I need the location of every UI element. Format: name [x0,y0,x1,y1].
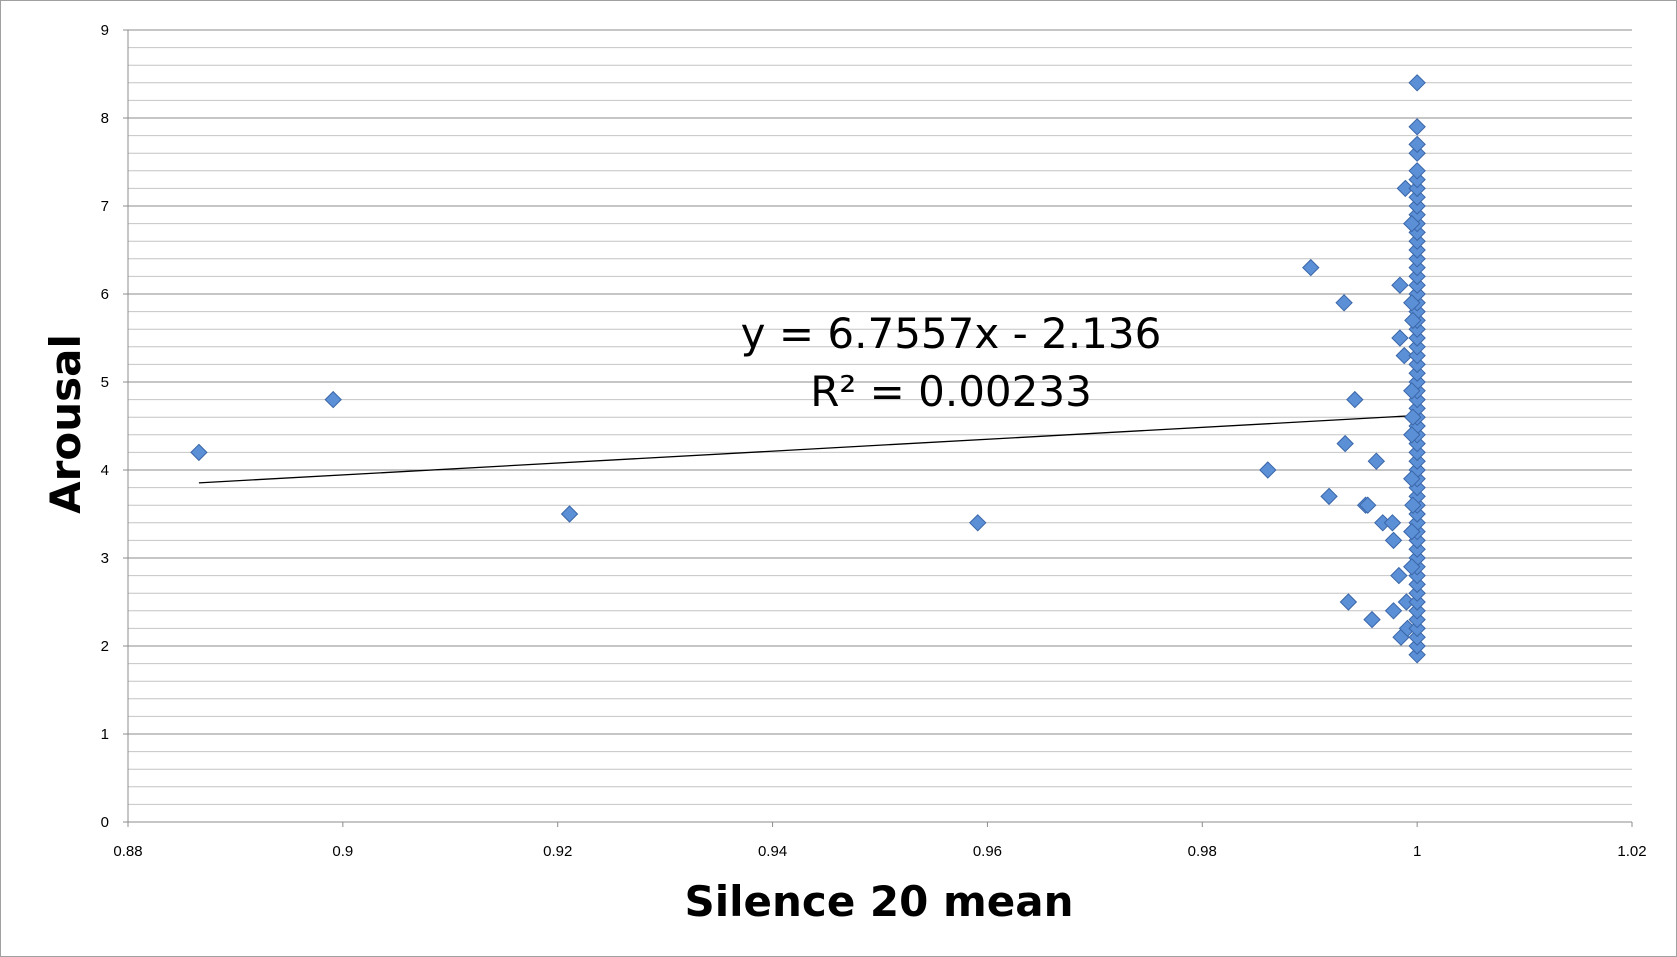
data-point [1390,566,1408,585]
axes [127,30,1632,823]
data-point [1384,602,1403,620]
data-point [1408,74,1426,92]
data-point [1335,294,1353,312]
data-point [1408,179,1426,198]
data-point [1403,426,1421,444]
data-point [1404,311,1422,330]
data-point [560,505,579,523]
data-point [1404,496,1422,514]
data-point [1408,346,1426,365]
data-point [1395,346,1413,365]
data-point [1391,276,1409,294]
y-axis-title: Arousal [41,334,90,514]
data-point [1408,575,1426,594]
x-tick-label: 0.96 [973,843,1002,860]
y-tick-label: 0 [101,814,109,831]
data-point [1403,470,1421,488]
trendline-r-squared: R² = 0.00233 [810,367,1092,416]
y-tick-label: 2 [101,638,109,655]
x-tick-label: 1.02 [1617,843,1646,860]
y-tick-label: 5 [101,374,109,391]
data-point [190,443,208,462]
data-point [1408,628,1426,646]
trendline [198,414,1418,484]
data-point [1408,258,1426,277]
data-point [1408,584,1426,602]
data-point [1359,496,1377,514]
x-tick-label: 0.88 [113,843,142,860]
data-point [1383,514,1402,532]
data-point [1408,443,1426,462]
data-point [1408,197,1426,215]
data-point [1403,522,1421,541]
y-tick-label: 8 [101,110,109,127]
data-point [1408,188,1426,206]
data-point [1339,593,1358,611]
data-point [1408,144,1426,162]
y-tick-label: 7 [101,198,109,215]
data-point [1336,434,1354,453]
x-tick-label: 0.92 [543,843,572,860]
data-point [1408,135,1426,154]
data-point [1367,452,1386,470]
y-tick-label: 6 [101,286,109,303]
y-tick-labels: 0 1 2 3 4 5 6 7 8 9 [101,22,128,831]
data-point [324,390,342,409]
x-tick-label: 0.9 [332,843,353,860]
data-point [1320,487,1338,506]
data-point [1408,162,1426,180]
trendline-group [198,414,1418,484]
data-point [1408,241,1426,259]
data-point [1403,294,1421,312]
data-point [1408,276,1426,294]
data-point [1408,170,1426,189]
data-point [1391,329,1409,347]
y-tick-label: 4 [101,462,109,479]
y-tick-label: 9 [101,22,109,39]
data-point [1259,461,1277,479]
data-point [1408,118,1426,136]
data-point [1408,250,1426,268]
x-tick-label: 0.94 [758,843,787,860]
data-point [1408,364,1426,382]
data-points [190,74,1426,664]
data-point [1408,637,1426,655]
data-point [1408,355,1426,374]
trendline-equation: y = 6.7557x - 2.136 [741,309,1162,358]
data-point [1408,329,1426,347]
data-point [1384,531,1403,550]
data-point [1408,232,1426,250]
data-point [1396,179,1415,198]
data-point [1408,338,1426,356]
data-point [1408,593,1426,611]
data-point [1408,610,1426,629]
gridlines [128,29,1632,805]
x-tick-label: 1 [1413,843,1421,860]
x-tick-labels: 0.88 0.9 0.92 0.94 0.96 0.98 1 1.02 [113,822,1647,860]
data-point [1408,540,1426,558]
data-point [969,514,987,532]
x-tick-label: 0.98 [1188,843,1217,860]
data-point [1403,558,1421,576]
data-point [1346,390,1364,409]
data-point [1408,646,1426,664]
x-axis-title: Silence 20 mean [685,877,1074,926]
y-tick-label: 1 [101,726,109,743]
data-point [1408,452,1426,470]
data-point [1363,610,1381,629]
data-point [1403,382,1421,400]
data-point [1403,214,1421,233]
data-point [1408,619,1426,638]
data-point [1408,602,1426,620]
y-tick-label: 3 [101,550,109,567]
data-point [1404,408,1422,426]
data-point [1408,267,1426,286]
data-point [1302,258,1320,277]
